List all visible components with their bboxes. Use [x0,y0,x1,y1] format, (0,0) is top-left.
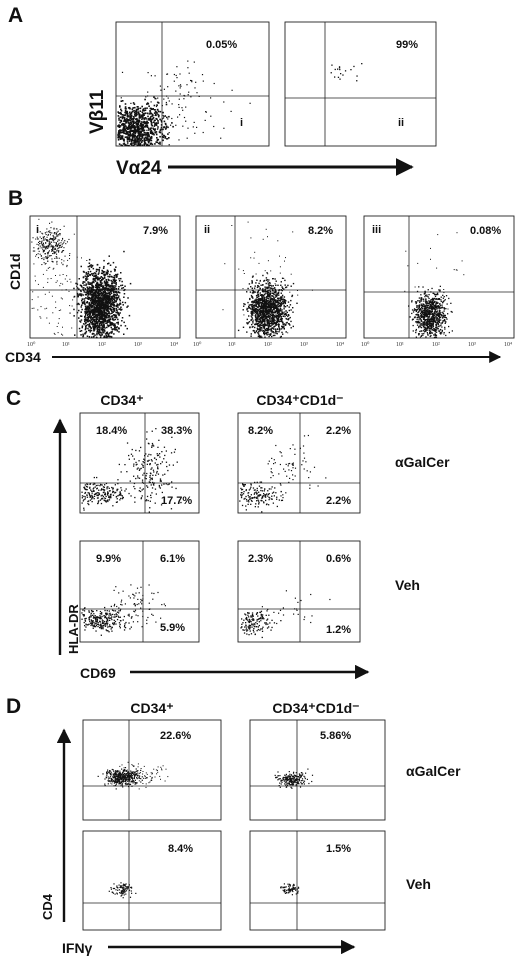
y-axis-label-b: CD1d [7,253,23,290]
panel-b: B i 7.9% 10⁰ 10¹ 10² 10³ 10⁴ ii 8.2% [5,187,515,365]
percent-label: 8.2% [308,225,333,237]
plot-b-iii: iii 0.08% 10⁰ 10¹ 10² 10³ 10⁴ [361,215,515,348]
quadrant-numeral: ii [398,117,404,129]
dot-cloud [330,63,363,82]
column-header: CD34⁺CD1d⁻ [256,392,343,408]
dot-cloud [31,218,132,339]
percent-label: 9.9% [96,553,121,565]
svg-text:10³: 10³ [300,342,308,348]
dot-cloud [240,590,331,639]
plot-c-2: 8.2% 2.2% 2.2% [237,412,361,514]
y-axis-label-a: Vβ11 [87,89,108,134]
svg-text:10¹: 10¹ [228,342,236,348]
row-label: αGalCer [406,763,461,779]
percent-label: 1.2% [326,624,351,636]
plot-b-i: i 7.9% 10⁰ 10¹ 10² 10³ 10⁴ [27,215,181,348]
plot-a-ii: 99% ii [284,21,437,147]
quadrant-numeral: ii [204,224,210,236]
svg-text:10²: 10² [264,342,272,348]
svg-text:10²: 10² [432,342,440,348]
column-header: CD34⁺ [100,392,143,408]
y-axis-label-c: HLA-DR [66,604,81,654]
percent-label: 2.2% [326,495,351,507]
x-axis-label-b: CD34 [5,349,41,365]
svg-text:10³: 10³ [468,342,476,348]
percent-label: 2.2% [326,425,351,437]
svg-text:10⁴: 10⁴ [336,342,344,348]
x-axis-label-c: CD69 [80,665,116,681]
percent-label: 18.4% [96,425,127,437]
plot-c-1: 18.4% 38.3% 17.7% [79,412,200,514]
svg-text:10⁰: 10⁰ [193,341,202,348]
tick-labels: 10⁰ 10¹ 10² 10³ 10⁴ [361,341,512,348]
panel-letter-c: C [6,387,21,410]
dot-cloud [404,232,465,339]
svg-text:10⁰: 10⁰ [361,341,370,348]
plot-c-3: 9.9% 6.1% 5.9% [79,540,200,643]
row-label: Veh [406,876,431,892]
panel-d: D CD34⁺ CD34⁺CD1d⁻ αGalCer Veh 22.6% 5.8… [6,695,461,956]
quadrant-numeral: i [240,117,243,129]
svg-text:10⁴: 10⁴ [170,342,178,348]
dot-cloud [222,221,313,339]
plot-d-4: 1.5% [249,830,386,931]
dot-cloud [97,761,169,790]
plot-b-ii: ii 8.2% 10⁰ 10¹ 10² 10³ 10⁴ [193,215,347,348]
plot-d-3: 8.4% [82,830,222,931]
dot-cloud [274,768,314,789]
percent-label: 7.9% [143,225,168,237]
dot-cloud [239,429,327,513]
percent-label: 0.05% [206,39,237,51]
x-axis-label-d: IFNγ [62,940,93,956]
percent-label: 0.6% [326,553,351,565]
percent-label: 1.5% [326,843,351,855]
column-header: CD34⁺ [130,700,173,716]
tick-labels: 10⁰ 10¹ 10² 10³ 10⁴ [193,341,344,348]
x-axis-label-a: Vα24 [116,158,162,179]
dot-cloud [117,60,251,147]
svg-text:10¹: 10¹ [396,342,404,348]
percent-label: 5.86% [320,730,351,742]
panel-a: A 0.05% i 99% ii Vβ11 Vα24 [8,4,437,179]
dot-cloud [81,584,166,636]
percent-label: 8.2% [248,425,273,437]
panel-letter-d: D [6,695,21,718]
panel-letter-a: A [8,4,23,27]
dot-cloud [280,883,300,896]
svg-text:10⁴: 10⁴ [504,342,512,348]
percent-label: 99% [396,39,418,51]
percent-label: 5.9% [160,622,185,634]
plot-d-2: 5.86% [249,719,386,821]
quadrant-numeral: iii [372,224,381,236]
svg-text:10²: 10² [98,342,106,348]
plot-a-i: 0.05% i [115,21,270,147]
row-label: Veh [395,577,420,593]
percent-label: 38.3% [161,425,192,437]
svg-text:10¹: 10¹ [62,342,70,348]
percent-label: 17.7% [161,495,192,507]
percent-label: 6.1% [160,553,185,565]
plot-d-1: 22.6% [82,719,222,821]
svg-text:10⁰: 10⁰ [27,341,36,348]
percent-label: 2.3% [248,553,273,565]
row-label: αGalCer [395,454,450,470]
percent-label: 0.08% [470,225,501,237]
panel-letter-b: B [8,187,23,210]
tick-labels: 10⁰ 10¹ 10² 10³ 10⁴ [27,341,178,348]
quadrant-numeral: i [36,224,39,236]
dot-cloud [108,882,137,899]
dot-cloud [81,428,182,513]
panel-c: C CD34⁺ CD34⁺CD1d⁻ αGalCer Veh 18.4% 38.… [6,387,450,681]
y-axis-label-d: CD4 [40,893,55,920]
percent-label: 8.4% [168,843,193,855]
column-header: CD34⁺CD1d⁻ [272,700,359,716]
svg-text:10³: 10³ [134,342,142,348]
percent-label: 22.6% [160,730,191,742]
plot-c-4: 2.3% 0.6% 1.2% [237,540,361,643]
